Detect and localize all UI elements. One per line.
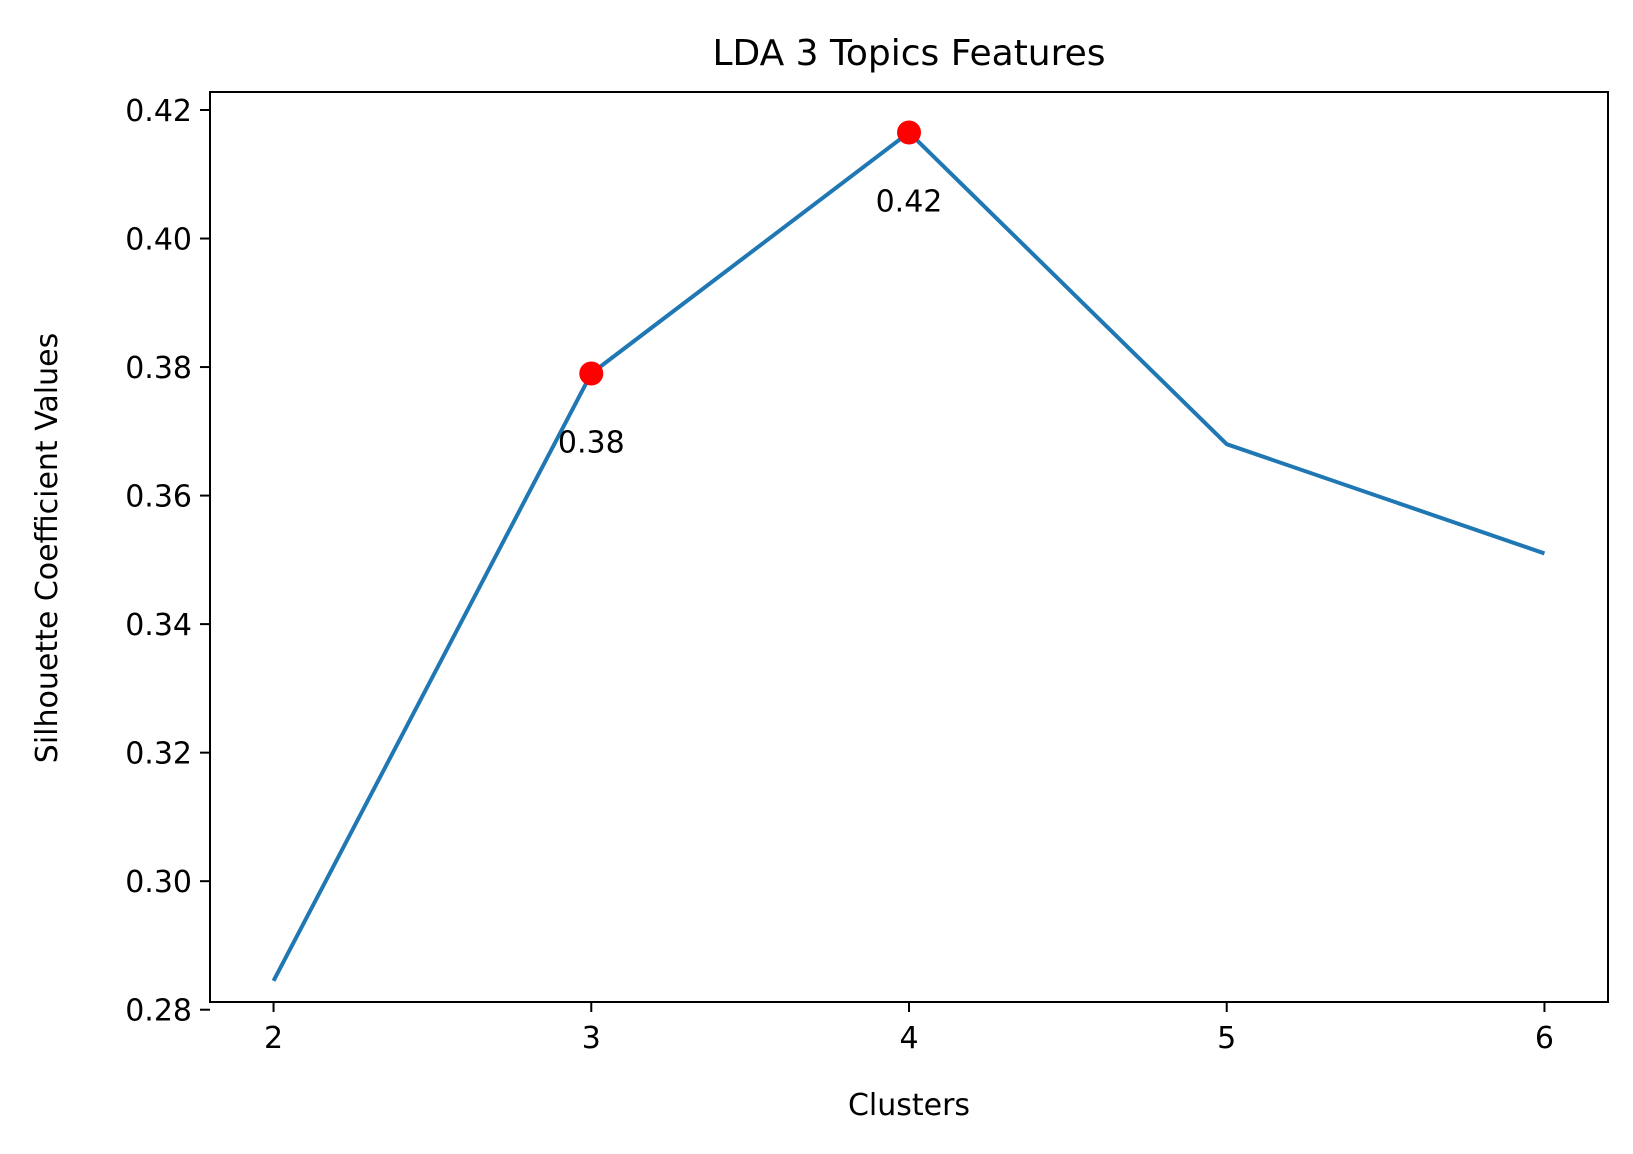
y-tick-label: 0.40 <box>125 223 192 258</box>
y-axis-ticks: 0.28 0.30 0.32 0.34 0.36 0.38 0.40 0.42 <box>125 94 210 1029</box>
y-axis-title: Silhouette Coefficient Values <box>30 333 65 763</box>
highlight-label: 0.42 <box>876 184 943 219</box>
y-tick-label: 0.32 <box>125 737 192 772</box>
highlight-label: 0.38 <box>558 425 625 460</box>
x-tick-label: 6 <box>1535 1021 1554 1056</box>
highlight-point <box>897 120 921 145</box>
x-tick-label: 5 <box>1217 1021 1236 1056</box>
y-tick-label: 0.42 <box>125 94 192 129</box>
plot-area: 0.28 0.30 0.32 0.34 0.36 0.38 0.40 0.42 2 3 4 5 6 0… <box>125 91 1609 1056</box>
x-tick-label: 2 <box>264 1021 283 1056</box>
y-tick-label: 0.34 <box>125 608 192 643</box>
x-tick-label: 4 <box>899 1021 918 1056</box>
y-tick-label: 0.30 <box>125 865 192 900</box>
y-tick-label: 0.28 <box>125 994 192 1029</box>
highlight-point <box>579 361 604 386</box>
y-tick-label: 0.36 <box>125 480 192 515</box>
highlight-points: 0.38 0.42 <box>558 120 943 460</box>
x-tick-label: 3 <box>582 1021 601 1056</box>
y-tick-label: 0.38 <box>125 351 192 386</box>
x-axis-ticks: 2 3 4 5 6 <box>264 1002 1554 1056</box>
chart-title: LDA 3 Topics Features <box>712 33 1105 74</box>
x-axis-title: Clusters <box>848 1088 970 1123</box>
